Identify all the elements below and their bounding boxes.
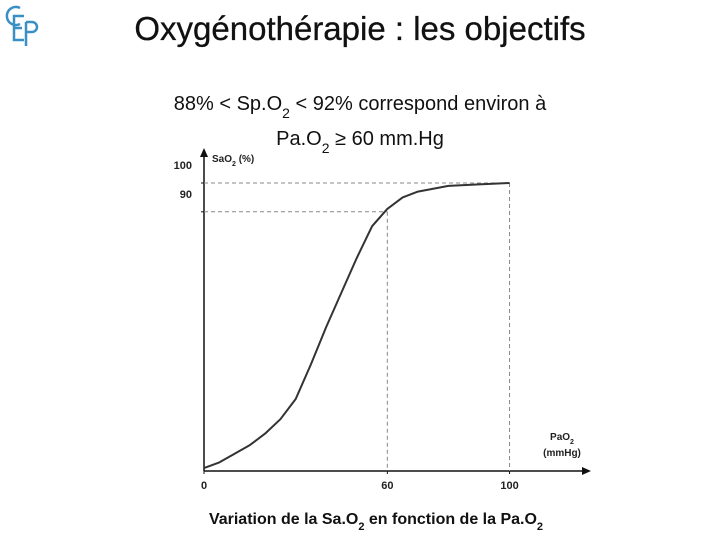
y-axis-label-part: SaO <box>212 154 232 165</box>
subtitle-line-part: < 92% correspond environ à <box>290 93 547 115</box>
x-axis-label-part: 2 <box>570 439 574 446</box>
curve <box>203 182 510 470</box>
caption: Variation de la Sa.O2 en fonction de la … <box>209 511 543 533</box>
x-tick-label: 0 <box>201 480 207 492</box>
caption-part: en fonction de la Pa.O <box>364 511 536 528</box>
slide-title: Oxygénothérapie : les objectifs <box>134 10 585 47</box>
subtitle-line-part: Pa.O <box>276 128 322 150</box>
x-axis-arrow <box>582 467 591 475</box>
subtitle-line-part: 88% < Sp.O <box>174 93 282 115</box>
caption-part: 2 <box>358 521 364 533</box>
y-axis-label-part: 2 <box>232 161 236 168</box>
y-axis-label: SaO2 (%) <box>212 154 254 168</box>
subtitle-line: Pa.O2 ≥ 60 mm.Hg <box>276 128 444 156</box>
subtitle-line: 88% < Sp.O2 < 92% correspond environ à <box>174 93 547 121</box>
x-axis-label: PaO2 <box>550 432 574 446</box>
caption-part: 2 <box>537 521 543 533</box>
x-tick-label: 100 <box>500 480 518 492</box>
y-axis-label-part: (%) <box>236 154 254 165</box>
subtitle-line-part: 2 <box>322 140 330 156</box>
caption-part: Variation de la Sa.O <box>209 511 358 528</box>
x-axis-unit: (mmHg) <box>543 448 581 459</box>
logo <box>5 5 39 46</box>
y-axis-arrow <box>200 148 208 157</box>
subtitle-line-part: ≥ 60 mm.Hg <box>330 128 444 150</box>
y-tick-label: 100 <box>174 160 192 172</box>
x-tick-label: 60 <box>381 480 393 492</box>
subtitle-line-part: 2 <box>282 105 290 121</box>
y-tick-label: 90 <box>180 189 192 201</box>
x-axis-label-part: PaO <box>550 432 570 443</box>
